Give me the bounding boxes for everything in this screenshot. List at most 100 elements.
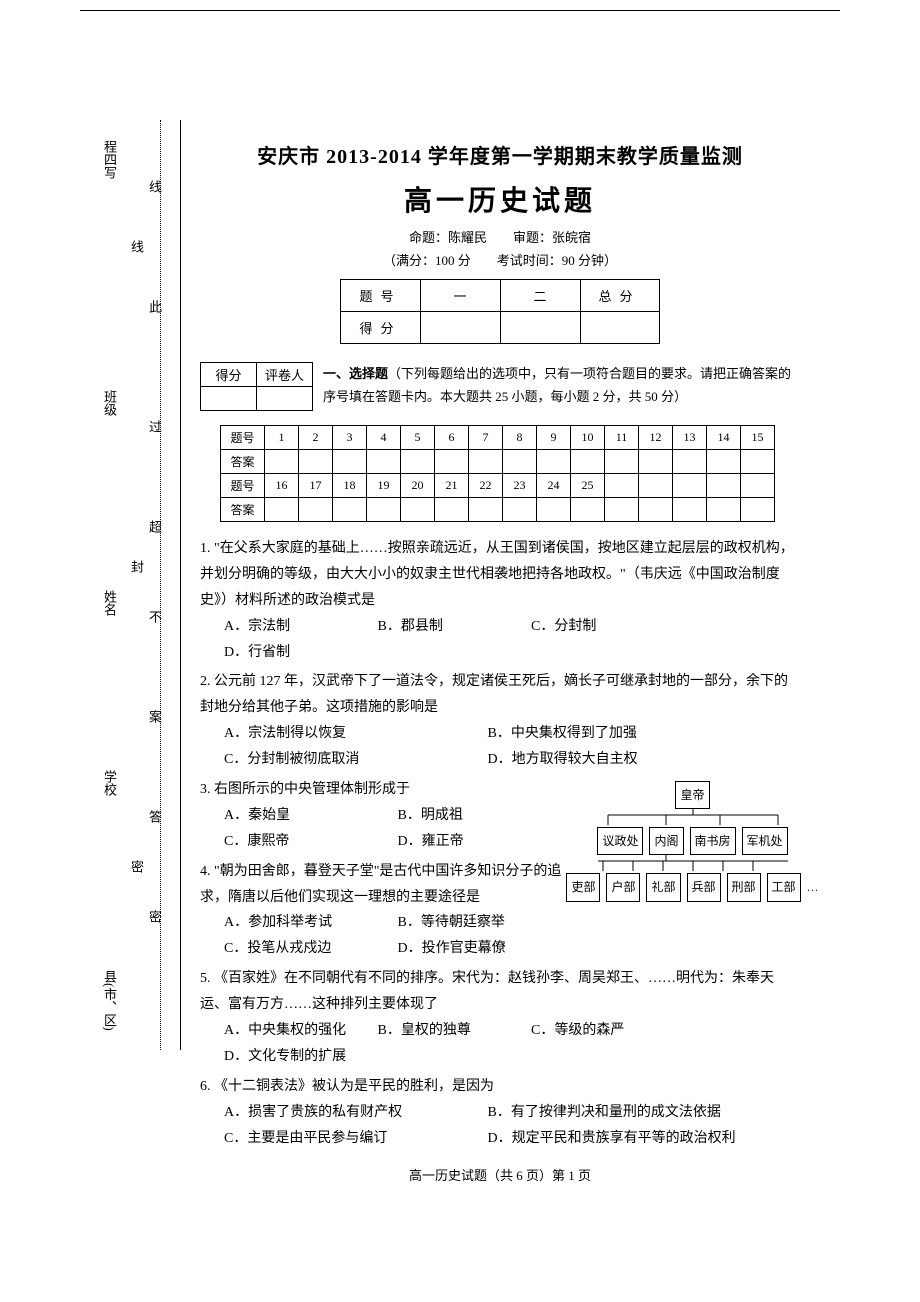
score-cell xyxy=(500,312,580,344)
q-number: 3. xyxy=(200,782,211,797)
q-opt: A．参加科举考试 xyxy=(224,910,394,936)
ans-cell xyxy=(605,450,639,474)
ans-cell xyxy=(265,498,299,522)
q-number: 1. xyxy=(200,541,211,556)
ans-cell: 17 xyxy=(299,474,333,498)
ans-cell xyxy=(537,450,571,474)
ans-cell xyxy=(367,450,401,474)
q-opt: B．有了按律判决和量刑的成文法依据 xyxy=(488,1100,748,1126)
binding-char: 超 xyxy=(145,520,164,533)
dotted-label: 封 xyxy=(127,560,146,573)
ans-cell: 8 xyxy=(503,426,537,450)
score-cell: 总分 xyxy=(580,280,659,312)
ans-cell xyxy=(707,450,741,474)
q-options: A．宗法制得以恢复 B．中央集权得到了加强 C．分封制被彻底取消 D．地方取得较… xyxy=(200,721,800,773)
exam-title-line2: 高一历史试题 xyxy=(200,179,800,219)
q-opt: D．文化专制的扩展 xyxy=(224,1044,374,1070)
table-row: 题号 16 17 18 19 20 21 22 23 24 25 xyxy=(221,474,775,498)
ans-cell: 12 xyxy=(639,426,673,450)
page-content: 安庆市 2013-2014 学年度第一学期期末教学质量监测 高一历史试题 命题：… xyxy=(200,80,800,1184)
score-cell: 一 xyxy=(420,280,500,312)
q-opt: A．宗法制 xyxy=(224,614,374,640)
question-5: 5. 《百家姓》在不同朝代有不同的排序。宋代为：赵钱孙李、周吴郑王、……明代为：… xyxy=(200,966,800,1070)
ans-cell xyxy=(741,474,775,498)
q-opt: C．康熙帝 xyxy=(224,829,394,855)
section-desc: （下列每题给出的选项中，只有一项符合题目的要求。请把正确答案的序号填在答题卡内。… xyxy=(323,366,791,404)
ans-cell: 18 xyxy=(333,474,367,498)
side-label: 姓名 xyxy=(100,590,119,616)
exam-title-line1: 安庆市 2013-2014 学年度第一学期期末教学质量监测 xyxy=(200,140,800,169)
binding-char: 答 xyxy=(145,810,164,823)
q-opt: D．地方取得较大自主权 xyxy=(488,747,748,773)
question-2: 2. 公元前 127 年，汉武帝下了一道法令，规定诸侯王死后，嫡长子可继承封地的… xyxy=(200,669,800,773)
dotted-label: 密 xyxy=(127,860,146,873)
top-artifact-line xyxy=(80,10,840,11)
diagram-node: 工部 xyxy=(767,873,801,901)
ans-cell xyxy=(639,474,673,498)
score-cell: 二 xyxy=(500,280,580,312)
diagram-connector-icon xyxy=(588,855,798,873)
diagram-node: 刑部 xyxy=(727,873,761,901)
exam-meta: （满分：100 分 考试时间：90 分钟） xyxy=(200,250,800,269)
grader-cell xyxy=(257,387,313,411)
answer-sheet: 题号 1 2 3 4 5 6 7 8 9 10 11 12 13 14 15 答… xyxy=(220,425,775,522)
ans-cell: 11 xyxy=(605,426,639,450)
q-opt: C．分封制 xyxy=(531,614,681,640)
ans-cell: 20 xyxy=(401,474,435,498)
binding-char: 案 xyxy=(145,710,164,723)
ans-cell xyxy=(707,498,741,522)
ans-cell xyxy=(707,474,741,498)
q-opt: A．秦始皇 xyxy=(224,803,394,829)
diagram-node: 吏部 xyxy=(566,873,600,901)
ans-cell: 19 xyxy=(367,474,401,498)
binding-char: 密 xyxy=(145,910,164,923)
q-opt: D．投作官吏幕僚 xyxy=(398,936,548,962)
questions: 1. "在父系大家庭的基础上……按照亲疏远近，从王国到诸侯国，按地区建立起层层的… xyxy=(200,536,800,1151)
diagram-node: 南书房 xyxy=(690,827,736,855)
ans-cell xyxy=(299,450,333,474)
q-options: A．中央集权的强化 B．皇权的独尊 C．等级的森严 D．文化专制的扩展 xyxy=(200,1018,800,1070)
q-number: 4. xyxy=(200,864,211,879)
q-number: 5. xyxy=(200,971,211,986)
org-chart-diagram: 皇帝 议政处 内阁 南书房 军机处 xyxy=(585,781,800,902)
q-opt: A．宗法制得以恢复 xyxy=(224,721,484,747)
q-opt: C．投笔从戎戍边 xyxy=(224,936,394,962)
grader-label: 得分 xyxy=(201,363,257,387)
ans-cell: 7 xyxy=(469,426,503,450)
q-opt: D．雍正帝 xyxy=(398,829,518,855)
ans-cell: 4 xyxy=(367,426,401,450)
ans-cell xyxy=(435,498,469,522)
q-opt: A．损害了贵族的私有财产权 xyxy=(224,1100,484,1126)
table-row: 得分 xyxy=(341,312,659,344)
q-number: 6. xyxy=(200,1079,211,1094)
grader-label: 评卷人 xyxy=(257,363,313,387)
section-1-title: 一、选择题（下列每题给出的选项中，只有一项符合题目的要求。请把正确答案的序号填在… xyxy=(323,362,800,409)
q-opt: D．规定平民和贵族享有平等的政治权利 xyxy=(488,1126,748,1152)
q-opt: D．行省制 xyxy=(224,640,374,666)
ans-cell: 2 xyxy=(299,426,333,450)
page-footer: 高一历史试题（共 6 页）第 1 页 xyxy=(200,1165,800,1184)
ans-cell xyxy=(299,498,333,522)
grader-table: 得分 评卷人 xyxy=(200,362,313,411)
diagram-node-top: 皇帝 xyxy=(675,781,709,809)
q-stem: 右图所示的中央管理体制形成于 xyxy=(214,782,410,797)
q-stem: "朝为田舍郎，暮登天子堂"是古代中国许多知识分子的追求，隋唐以后他们实现这一理想… xyxy=(200,864,561,905)
side-label: 程四写 xyxy=(100,140,119,179)
ans-cell xyxy=(265,450,299,474)
diagram-connector-icon xyxy=(588,809,798,827)
score-cell: 得分 xyxy=(341,312,420,344)
q-opt: C．分封制被彻底取消 xyxy=(224,747,484,773)
score-table: 题号 一 二 总分 得分 xyxy=(340,279,659,344)
ans-cell: 24 xyxy=(537,474,571,498)
ans-cell xyxy=(605,498,639,522)
ans-cell: 23 xyxy=(503,474,537,498)
binding-char: 不 xyxy=(145,610,164,623)
diagram-node: 内阁 xyxy=(649,827,683,855)
q-opt: C．等级的森严 xyxy=(531,1018,681,1044)
ans-cell: 9 xyxy=(537,426,571,450)
diagram-dots: … xyxy=(807,876,819,898)
table-row: 题号 一 二 总分 xyxy=(341,280,659,312)
binding-char: 此 xyxy=(145,300,164,313)
ans-cell xyxy=(503,498,537,522)
q-stem: 公元前 127 年，汉武帝下了一道法令，规定诸侯王死后，嫡长子可继承封地的一部分… xyxy=(200,674,788,715)
